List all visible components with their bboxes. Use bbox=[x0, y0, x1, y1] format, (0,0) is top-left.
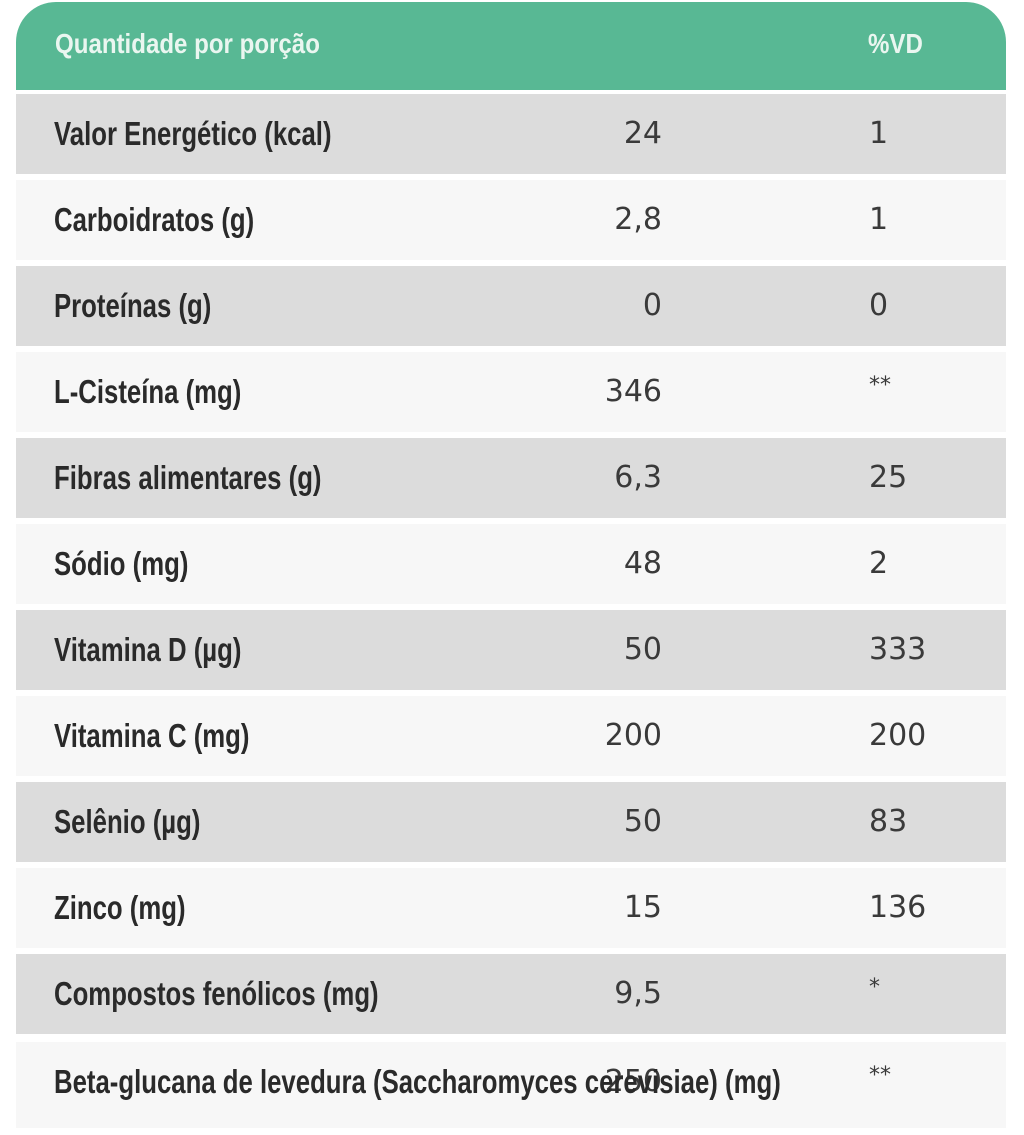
nutrient-vd: 25 bbox=[869, 460, 908, 495]
nutrient-name: Beta-glucana de levedura (Saccharomyces … bbox=[54, 1063, 781, 1100]
nutrient-vd: 2 bbox=[869, 546, 889, 581]
table-row: Selênio (µg) 50 83 bbox=[16, 782, 1006, 862]
nutrient-vd: 0 bbox=[869, 288, 889, 323]
nutrient-name: Sódio (mg) bbox=[54, 545, 189, 582]
nutrient-quantity: 6,3 bbox=[614, 460, 662, 495]
table-row: 250 Beta-glucana de levedura (Saccharomy… bbox=[16, 1042, 1006, 1128]
nutrient-name: Selênio (µg) bbox=[54, 803, 201, 840]
nutrient-vd: ** bbox=[869, 373, 891, 398]
nutrient-quantity: 15 bbox=[623, 890, 662, 925]
nutrient-quantity: 200 bbox=[604, 718, 662, 753]
table-row: Proteínas (g) 0 0 bbox=[16, 266, 1006, 346]
nutrition-table: Quantidade por porção %VD Valor Energéti… bbox=[16, 2, 1006, 1130]
nutrient-quantity: 9,5 bbox=[614, 976, 662, 1011]
nutrient-name: L-Cisteína (mg) bbox=[54, 373, 242, 410]
table-row: Zinco (mg) 15 136 bbox=[16, 868, 1006, 948]
nutrient-vd: 333 bbox=[869, 632, 927, 667]
nutrient-name: Proteínas (g) bbox=[54, 287, 212, 324]
nutrient-quantity: 50 bbox=[623, 804, 662, 839]
nutrient-quantity: 0 bbox=[642, 288, 662, 323]
nutrient-quantity: 50 bbox=[623, 632, 662, 667]
table-row: Carboidratos (g) 2,8 1 bbox=[16, 180, 1006, 260]
nutrient-vd: 1 bbox=[869, 202, 889, 237]
nutrient-vd: 1 bbox=[869, 116, 889, 151]
table-row: Sódio (mg) 48 2 bbox=[16, 524, 1006, 604]
nutrient-vd: ** bbox=[869, 1063, 891, 1088]
header-serving-label: Quantidade por porção bbox=[55, 28, 320, 59]
header-vd-label: %VD bbox=[868, 28, 923, 59]
table-row: Fibras alimentares (g) 6,3 25 bbox=[16, 438, 1006, 518]
nutrient-name: Vitamina C (mg) bbox=[54, 717, 250, 754]
nutrient-quantity: 24 bbox=[623, 116, 662, 151]
table-row: Compostos fenólicos (mg) 9,5 * bbox=[16, 954, 1006, 1034]
nutrient-quantity: 48 bbox=[623, 546, 662, 581]
nutrient-name: Carboidratos (g) bbox=[54, 201, 255, 238]
nutrient-vd: 83 bbox=[869, 804, 908, 839]
nutrient-name: Fibras alimentares (g) bbox=[54, 459, 322, 496]
nutrient-name: Compostos fenólicos (mg) bbox=[54, 975, 379, 1012]
nutrient-quantity: 250 bbox=[604, 1064, 662, 1099]
table-row: L-Cisteína (mg) 346 ** bbox=[16, 352, 1006, 432]
nutrient-quantity: 2,8 bbox=[614, 202, 662, 237]
table-row: Vitamina D (µg) 50 333 bbox=[16, 610, 1006, 690]
table-row: Vitamina C (mg) 200 200 bbox=[16, 696, 1006, 776]
nutrient-name: Vitamina D (µg) bbox=[54, 631, 242, 668]
table-header: Quantidade por porção %VD bbox=[16, 2, 1006, 90]
nutrient-name: Valor Energético (kcal) bbox=[54, 115, 332, 152]
nutrient-name: Zinco (mg) bbox=[54, 889, 186, 926]
table-row: Valor Energético (kcal) 24 1 bbox=[16, 94, 1006, 174]
nutrient-vd: * bbox=[869, 975, 880, 1000]
nutrient-vd: 200 bbox=[869, 718, 927, 753]
nutrient-quantity: 346 bbox=[604, 374, 662, 409]
nutrient-vd: 136 bbox=[869, 890, 927, 925]
